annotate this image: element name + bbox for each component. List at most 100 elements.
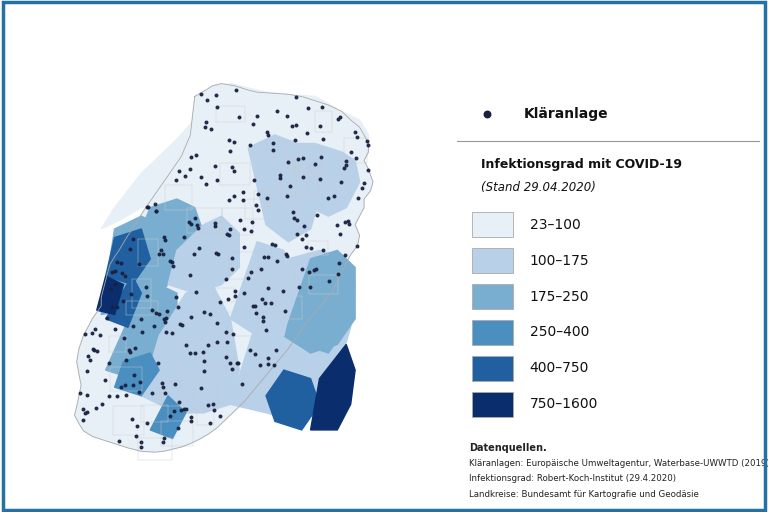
Point xyxy=(257,313,270,322)
Point xyxy=(128,371,141,379)
Point xyxy=(149,200,161,208)
Point xyxy=(269,241,281,249)
Point xyxy=(228,166,240,175)
Point xyxy=(168,379,180,388)
Point xyxy=(288,214,300,222)
Point xyxy=(237,289,250,297)
Point xyxy=(184,271,196,280)
Point xyxy=(133,388,145,396)
Point xyxy=(102,359,114,367)
Text: Kläranlage: Kläranlage xyxy=(524,106,608,120)
Point xyxy=(197,367,210,375)
Point xyxy=(226,254,238,262)
Point xyxy=(262,353,274,361)
Point xyxy=(111,303,123,311)
Point xyxy=(200,180,212,188)
Point xyxy=(141,203,154,211)
Point xyxy=(195,384,207,392)
Point xyxy=(317,135,329,143)
Point xyxy=(296,235,308,243)
Point xyxy=(156,379,168,387)
Point xyxy=(267,360,280,369)
Point xyxy=(81,391,93,399)
Point xyxy=(256,295,268,304)
Point xyxy=(351,242,363,250)
Point xyxy=(362,165,375,174)
Point xyxy=(227,330,239,338)
Point xyxy=(127,322,139,330)
Point xyxy=(167,262,179,270)
Point xyxy=(238,225,250,233)
Point xyxy=(342,217,354,225)
Point xyxy=(259,298,271,307)
Point xyxy=(281,252,293,261)
Polygon shape xyxy=(284,250,355,353)
Point xyxy=(300,243,312,251)
Point xyxy=(237,196,249,204)
Point xyxy=(339,251,352,260)
Point xyxy=(300,231,312,239)
Point xyxy=(146,306,158,314)
Point xyxy=(177,233,190,241)
Point xyxy=(134,378,147,386)
Point xyxy=(223,147,236,155)
Point xyxy=(90,404,102,412)
Point xyxy=(281,192,293,200)
Point xyxy=(161,328,173,336)
Point xyxy=(290,93,302,101)
Point xyxy=(237,187,249,196)
Polygon shape xyxy=(310,345,355,430)
Text: Landkreise: Bundesamt für Kartografie und Geodäsie: Landkreise: Bundesamt für Kartografie un… xyxy=(469,490,699,499)
Point xyxy=(132,260,144,268)
Bar xyxy=(472,284,513,309)
Point xyxy=(190,288,202,296)
Polygon shape xyxy=(230,242,293,336)
Point xyxy=(296,154,309,162)
Point xyxy=(314,153,326,161)
Point xyxy=(248,176,260,184)
Point xyxy=(123,346,135,354)
Point xyxy=(246,218,258,226)
Point xyxy=(157,434,170,442)
Point xyxy=(159,318,171,326)
Point xyxy=(255,265,267,273)
Point xyxy=(220,275,232,283)
Point xyxy=(234,216,247,224)
Point xyxy=(124,245,136,253)
Point xyxy=(211,319,223,327)
Point xyxy=(109,267,121,275)
Point xyxy=(200,118,212,126)
Point xyxy=(170,292,182,301)
Point xyxy=(136,328,148,336)
Point xyxy=(308,266,320,274)
Point xyxy=(338,164,350,172)
Bar xyxy=(472,392,513,417)
Point xyxy=(314,121,326,130)
Point xyxy=(94,331,106,339)
Point xyxy=(148,322,161,330)
Polygon shape xyxy=(97,276,124,314)
Bar xyxy=(472,212,513,237)
Polygon shape xyxy=(124,199,204,285)
Point xyxy=(174,398,186,407)
Point xyxy=(111,258,123,266)
Point xyxy=(304,283,316,291)
Point xyxy=(103,392,115,400)
Point xyxy=(174,406,187,414)
Point xyxy=(253,361,266,369)
Point xyxy=(260,326,273,334)
Point xyxy=(221,338,233,346)
Point xyxy=(227,191,240,200)
Point xyxy=(212,250,224,258)
Point xyxy=(77,416,89,424)
Point xyxy=(309,160,321,168)
Point xyxy=(330,221,343,229)
Point xyxy=(279,307,291,315)
Point xyxy=(119,391,131,399)
Point xyxy=(247,302,260,310)
Point xyxy=(266,139,279,147)
Point xyxy=(221,295,233,303)
Point xyxy=(243,346,256,354)
Point xyxy=(184,312,197,321)
Point xyxy=(101,313,113,322)
